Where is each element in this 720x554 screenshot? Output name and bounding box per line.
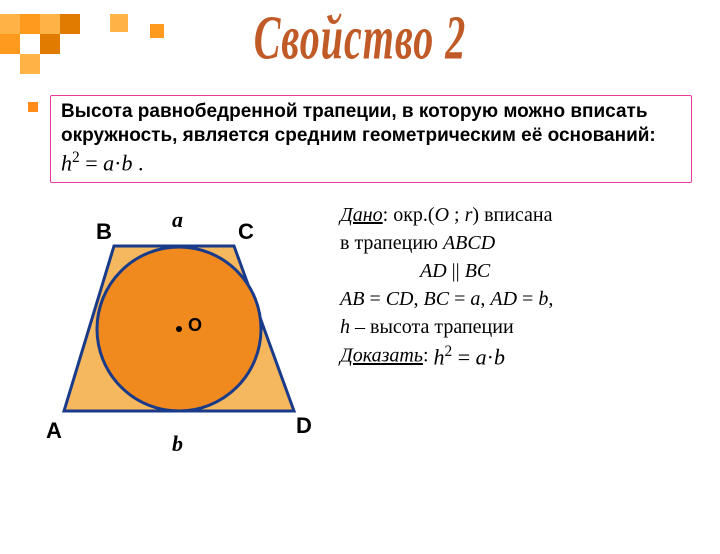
bullet-icon [28, 102, 38, 112]
statement-row: Высота равнобедренной трапеции, в котору… [28, 95, 692, 183]
dano-label: Дано [340, 204, 383, 226]
label-b: b [172, 431, 183, 457]
figure-svg [34, 201, 334, 501]
given-line-1: Дано: окр.(O ; r) вписана [340, 201, 700, 229]
slide-title: Свойство 2 [0, 1, 720, 74]
given-line-5: h – высота трапеции [340, 313, 700, 341]
label-O: O [188, 315, 202, 336]
statement: Высота равнобедренной трапеции, в котору… [50, 95, 692, 183]
center-dot [176, 326, 182, 332]
prove-formula: h2 = a·b [434, 341, 505, 373]
trapezoid-figure: A B C D O a b [34, 201, 334, 501]
given-line-2: в трапецию ABCD [340, 229, 700, 257]
given-block: Дано: окр.(O ; r) вписана в трапецию ABC… [334, 201, 700, 501]
statement-box: Высота равнобедренной трапеции, в котору… [50, 95, 692, 183]
statement-text: Высота равнобедренной трапеции, в котору… [61, 101, 656, 146]
dokazat-label: Доказать [340, 345, 423, 367]
label-A: A [46, 418, 62, 444]
lower-row: A B C D O a b Дано: окр.(O ; r) вписана … [34, 201, 700, 501]
label-a: a [172, 207, 183, 233]
dano-rest: : окр.(O ; r) вписана [383, 204, 553, 226]
label-B: B [96, 219, 112, 245]
prove-line: Доказать: h2 = a·b [340, 341, 700, 373]
label-D: D [296, 413, 312, 439]
statement-formula: h2 = a·b . [61, 148, 143, 177]
given-line-4: AB = CD, BC = a, AD = b, [340, 285, 700, 313]
label-C: C [238, 219, 254, 245]
given-line-3: AD || BC [340, 257, 700, 285]
